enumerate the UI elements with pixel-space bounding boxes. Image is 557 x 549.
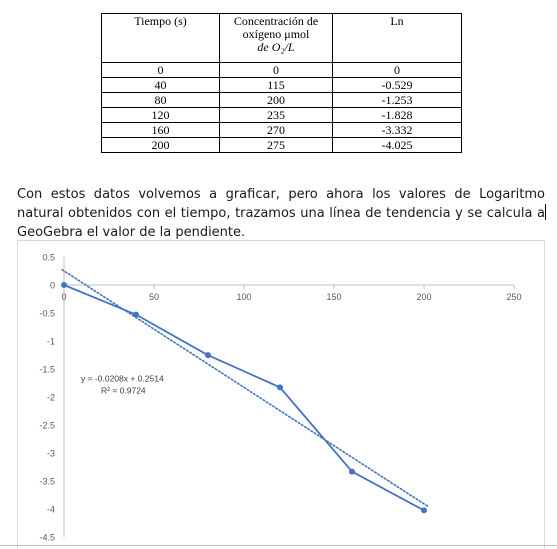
- body-paragraph[interactable]: Con estos datos volvemos a graficar, per…: [17, 187, 545, 240]
- table-cell: 40: [101, 77, 220, 93]
- table-row: 40 115 -0.529: [101, 77, 462, 93]
- header-concentracion-line3: de O₂/L: [257, 40, 295, 54]
- data-point: [61, 282, 67, 288]
- y-tick-label: -3: [47, 449, 55, 459]
- y-tick-label: -1.5: [39, 365, 55, 375]
- table-cell: 115: [219, 77, 333, 93]
- table-cell: -0.529: [332, 77, 462, 93]
- table-cell: 80: [101, 92, 220, 108]
- r-squared-label: R² = 0.9724: [101, 385, 146, 395]
- header-concentracion-line1: Concentración de: [233, 14, 319, 28]
- x-tick-label: 50: [149, 292, 159, 302]
- header-concentracion: Concentración de oxígeno μmol de O₂/L: [219, 13, 333, 63]
- y-tick-label: -4: [47, 505, 55, 515]
- table-row: 200 275 -4.025: [101, 137, 462, 153]
- table-header-row: Tiempo (s) Concentración de oxígeno μmol…: [101, 13, 462, 63]
- data-point: [133, 311, 139, 318]
- chart-frame[interactable]: [17, 240, 545, 549]
- trendline-equation-label: y = -0.0208x + 0.2514: [81, 373, 164, 383]
- text-cursor: [545, 204, 546, 220]
- table-cell: -1.828: [332, 107, 462, 123]
- header-tiempo: Tiempo (s): [101, 13, 220, 63]
- header-ln: Ln: [332, 13, 462, 63]
- table-cell: 160: [101, 122, 220, 138]
- table-cell: 0: [219, 62, 333, 78]
- table-cell: 0: [101, 62, 220, 78]
- data-point: [421, 507, 427, 514]
- table-cell: -3.332: [332, 122, 462, 138]
- table-cell: 235: [219, 107, 333, 123]
- y-tick-label: -4.5: [39, 533, 55, 543]
- y-tick-label: -3.5: [39, 477, 55, 487]
- table-cell: 0: [332, 62, 462, 78]
- series-line: [63, 284, 425, 512]
- data-point: [277, 384, 283, 391]
- table-row: 0 0 0: [101, 62, 462, 78]
- y-tick-label: -1: [47, 337, 55, 347]
- table-cell: 200: [219, 92, 333, 108]
- y-tick-label: -0.5: [39, 309, 55, 319]
- table-row: 120 235 -1.828: [101, 107, 462, 123]
- table-cell: -1.253: [332, 92, 462, 108]
- table-cell: 270: [219, 122, 333, 138]
- y-tick-label: 0: [50, 281, 55, 291]
- x-tick-label: 200: [416, 292, 431, 302]
- table-row: 80 200 -1.253: [101, 92, 462, 108]
- table-cell: 120: [101, 107, 220, 123]
- ln-vs-time-chart[interactable]: 0.5 0 -0.5 -1 -1.5 -2 -2.5 -3 -3.5 -4 -4.5 0 50 100 15…: [17, 240, 545, 549]
- y-tick-label: -2.5: [39, 421, 55, 431]
- table-cell: -4.025: [332, 137, 462, 153]
- x-tick-label: 150: [326, 292, 341, 302]
- table-cell: 275: [219, 137, 333, 153]
- table-row: 160 270 -3.332: [101, 122, 462, 138]
- header-concentracion-line2: oxígeno μmol: [242, 27, 310, 41]
- table-cell: 200: [101, 137, 220, 153]
- x-tick-label: 100: [236, 292, 251, 302]
- data-point: [349, 468, 355, 475]
- y-tick-label: -2: [47, 393, 55, 403]
- data-table: Tiempo (s) Concentración de oxígeno μmol…: [101, 13, 462, 153]
- page-divider: [0, 545, 557, 546]
- y-tick-label: 0.5: [42, 253, 55, 263]
- x-tick-label: 250: [506, 292, 521, 302]
- data-point: [205, 352, 211, 359]
- x-tick-label: 0: [61, 292, 66, 302]
